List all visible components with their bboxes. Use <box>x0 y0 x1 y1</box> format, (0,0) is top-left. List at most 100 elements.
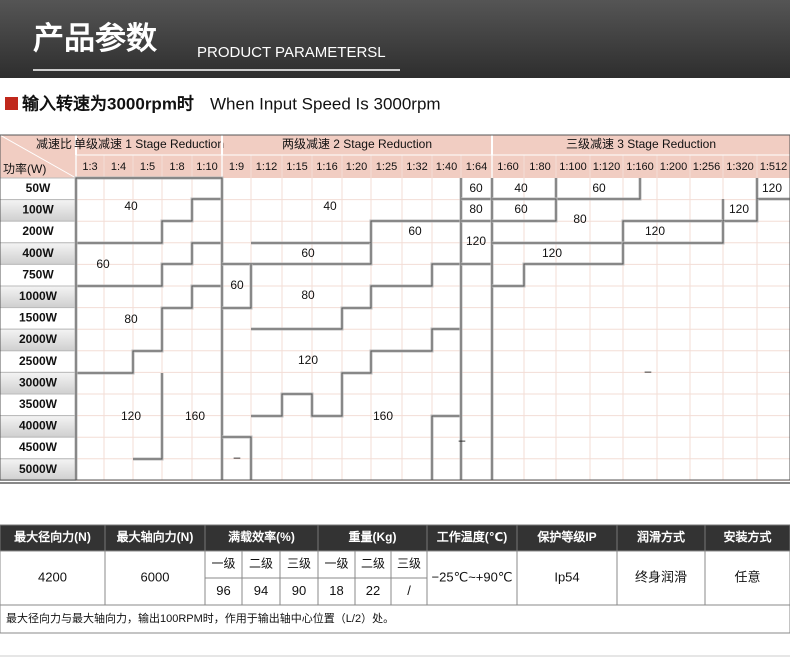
region-label: 120 <box>729 202 749 216</box>
ratio-label: 1:4 <box>111 161 126 173</box>
ratio-label: 1:15 <box>286 161 307 173</box>
region-label: 120 <box>762 181 782 195</box>
ratio-label: 1:160 <box>626 161 654 173</box>
region-label: 40 <box>514 181 528 195</box>
ratio-label: 1:64 <box>466 161 487 173</box>
ratio-label: 1:32 <box>406 161 427 173</box>
corner-bottom: 功率(W) <box>3 161 46 176</box>
region-label: 60 <box>469 181 483 195</box>
region-label: 120 <box>298 353 318 367</box>
spec-header: 最大径向力(N) <box>14 529 91 544</box>
spec-level: 二级 <box>249 557 273 571</box>
header-band <box>0 0 790 78</box>
region-border <box>76 285 222 374</box>
spec-cell <box>317 577 356 606</box>
ratio-label: 1:16 <box>316 161 337 173</box>
power-label: 750W <box>22 267 54 281</box>
spec-value: 22 <box>366 583 380 598</box>
region-border <box>133 373 163 460</box>
region-label: 60 <box>514 202 528 216</box>
ratio-label: 1:256 <box>693 161 721 173</box>
region-border <box>492 198 557 222</box>
ratio-label: 1:320 <box>726 161 754 173</box>
spec-level: 三级 <box>287 557 311 571</box>
power-label: 3500W <box>19 397 58 411</box>
spec-cell <box>354 577 392 606</box>
spec-header: 安装方式 <box>723 529 771 544</box>
region-border <box>251 263 461 330</box>
region-border <box>75 177 223 480</box>
region-label: 60 <box>96 257 110 271</box>
spec-value: 6000 <box>141 569 170 584</box>
power-label: 4500W <box>19 440 58 454</box>
ratio-label: 1:9 <box>229 161 244 173</box>
region-border <box>492 221 724 287</box>
section-marker <box>5 97 18 110</box>
ratio-label: 1:10 <box>196 161 217 173</box>
spec-cell <box>279 577 319 606</box>
spec-cell <box>704 550 790 606</box>
grid-frame <box>0 134 790 481</box>
region-label: 120 <box>466 234 486 248</box>
region-label: 60 <box>592 181 606 195</box>
region-border <box>251 220 461 244</box>
ratio-label: 1:200 <box>660 161 688 173</box>
spec-value: 4200 <box>38 569 67 584</box>
region-label: 120 <box>542 246 562 260</box>
power-label: 1000W <box>19 289 58 303</box>
power-label: 100W <box>22 203 54 217</box>
power-label: 400W <box>22 246 54 260</box>
spec-value: 96 <box>216 583 230 598</box>
corner-top: 减速比 <box>36 137 72 151</box>
spec-value: 任意 <box>734 569 760 584</box>
region-label: 120 <box>645 224 665 238</box>
corner-diagonal <box>0 134 77 179</box>
region-label: – <box>645 364 652 378</box>
region-label: 80 <box>124 312 138 326</box>
power-label: 2000W <box>19 332 58 346</box>
spec-cell <box>241 550 281 579</box>
spec-header: 保护等级IP <box>536 529 596 544</box>
ratio-label: 1:60 <box>497 161 518 173</box>
power-label: 1500W <box>19 311 58 325</box>
spec-header: 润滑方式 <box>637 529 685 544</box>
region-label: 120 <box>121 409 141 423</box>
section-title-en: When Input Speed Is 3000rpm <box>210 94 441 113</box>
ratio-label: 1:3 <box>82 161 97 173</box>
power-label: 4000W <box>19 419 58 433</box>
ratio-label: 1:40 <box>436 161 457 173</box>
region-label: 40 <box>323 199 337 213</box>
region-border <box>722 199 758 222</box>
region-border <box>76 198 222 244</box>
ratio-label: 1:20 <box>346 161 367 173</box>
power-label: 50W <box>26 181 51 195</box>
spec-cell <box>354 550 392 579</box>
spec-cell <box>279 550 319 579</box>
region-border <box>222 243 372 265</box>
power-label: 2500W <box>19 354 58 368</box>
group-label: 两级减速 2 Stage Reduction <box>282 137 432 151</box>
spec-level: 一级 <box>324 557 348 571</box>
spec-cell <box>616 550 706 606</box>
power-label: 200W <box>22 224 54 238</box>
ratio-label: 1:12 <box>256 161 277 173</box>
power-label: 3000W <box>19 375 58 389</box>
section-title-cn: 输入转速为3000rpm时 <box>22 93 194 113</box>
spec-header: 工作温度(℃) <box>437 529 508 544</box>
spec-header: 重量(Kg) <box>349 529 397 544</box>
spec-header: 最大轴向力(N) <box>117 529 194 544</box>
region-label: 60 <box>230 278 244 292</box>
region-label: 40 <box>124 199 138 213</box>
spec-header-cell <box>616 524 706 552</box>
spec-cell <box>390 550 428 579</box>
page-title: 产品参数 <box>33 21 157 56</box>
group-label: 单级减速 1 Stage Reduction <box>74 137 224 151</box>
spec-value: / <box>407 583 411 598</box>
ratio-label: 1:5 <box>140 161 155 173</box>
spec-cell <box>104 550 206 606</box>
power-label: 5000W <box>19 462 58 476</box>
region-label: 80 <box>469 202 483 216</box>
ratio-label: 1:25 <box>376 161 397 173</box>
spec-cell <box>426 550 518 606</box>
